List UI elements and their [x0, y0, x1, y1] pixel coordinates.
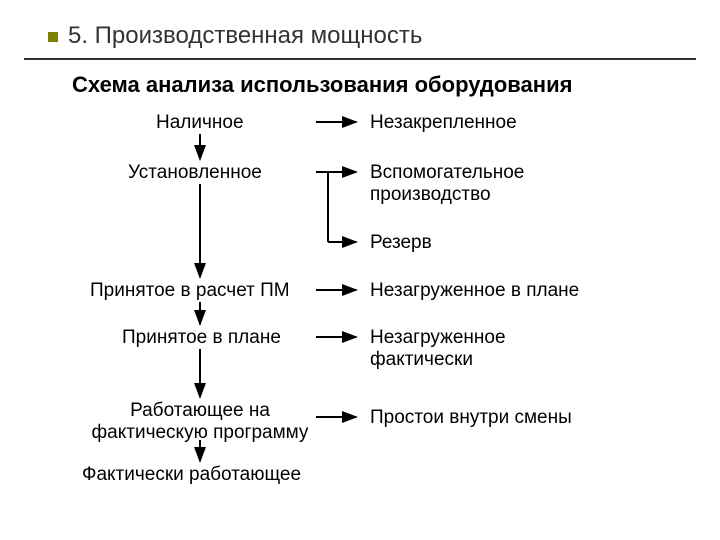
slide-header: 5. Производственная мощность — [0, 0, 720, 58]
subtitle: Схема анализа использования оборудования — [0, 60, 720, 112]
arrow-layer — [0, 112, 720, 512]
node-n2: Установленное — [128, 162, 262, 184]
node-n4: Принятое в плане — [122, 327, 281, 349]
header-title: 5. Производственная мощность — [68, 22, 422, 49]
node-r3: Резерв — [370, 232, 432, 254]
node-r2: Вспомогательноепроизводство — [370, 162, 524, 206]
node-n6: Фактически работающее — [82, 464, 301, 486]
node-n3: Принятое в расчет ПМ — [90, 280, 290, 302]
node-n1: Наличное — [156, 112, 244, 134]
header-bullet — [48, 32, 58, 42]
node-r4: Незагруженное в плане — [370, 280, 579, 302]
node-r6: Простои внутри смены — [370, 407, 572, 429]
flowchart-diagram: Наличное Установленное Принятое в расчет П… — [0, 112, 720, 512]
node-r1: Незакрепленное — [370, 112, 517, 134]
node-r5: Незагруженноефактически — [370, 327, 506, 371]
node-n5: Работающее нафактическую программу — [0, 400, 400, 444]
